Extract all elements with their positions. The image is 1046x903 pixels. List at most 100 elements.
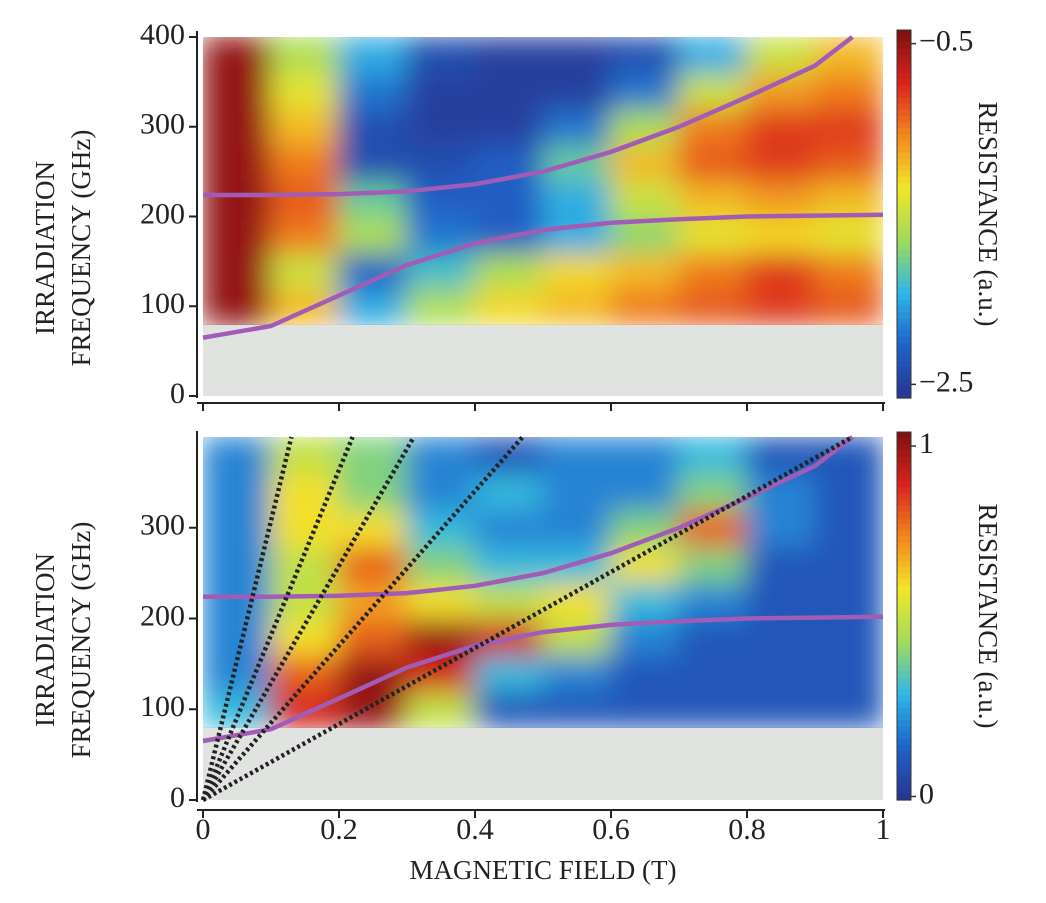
colorbar-step (897, 499, 911, 507)
heatmap-cell (542, 617, 612, 656)
colorbar-step (897, 158, 911, 166)
colorbar-step (897, 524, 911, 531)
heatmap-cell (203, 37, 272, 74)
heatmap-cell (814, 251, 883, 290)
colorbar-step (897, 85, 911, 92)
heatmap-cell (474, 508, 544, 547)
x-tick-label: 1 (876, 813, 891, 846)
heatmap-cell (542, 287, 612, 325)
colorbar-step (897, 324, 911, 332)
y-tick-label: 200 (140, 197, 185, 230)
harmonic-line (201, 435, 854, 802)
heatmap-cell (746, 508, 816, 547)
colorbar-step (897, 646, 911, 654)
heatmap-cell (406, 472, 476, 511)
heatmap-cell (338, 37, 408, 74)
colorbar-step (897, 195, 911, 203)
heatmap-cell (474, 581, 544, 620)
heatmap-cell (474, 251, 544, 290)
colorbar-step (897, 438, 911, 445)
colorbar-step (897, 373, 911, 381)
heatmap-cell (474, 437, 544, 475)
heatmap-cell (203, 472, 272, 511)
heatmap-cell (542, 107, 612, 146)
heatmap-cell (814, 544, 883, 584)
heatmap-cell (270, 179, 340, 218)
heatmap-cell (406, 437, 476, 475)
colorbar-step (897, 60, 911, 68)
heatmap-cell (203, 215, 272, 254)
colorbar-step (897, 763, 911, 770)
heatmap-cell (338, 287, 408, 325)
colorbar-step (897, 432, 911, 439)
colorbar-tick-label: 0 (919, 777, 934, 810)
x-tick-label: 0.2 (320, 813, 358, 846)
x-tick-label: 0 (196, 813, 211, 846)
heatmap-cell (678, 287, 748, 325)
heatmap-cell (406, 544, 476, 584)
colorbar-step (897, 385, 911, 393)
colorbar-step (897, 183, 911, 191)
colorbar-step (897, 530, 911, 537)
colorbar-step (897, 585, 911, 593)
colorbar-step (897, 152, 911, 160)
colorbar-step (897, 744, 911, 752)
x-tick-label: 0.8 (728, 813, 766, 846)
colorbar-step (897, 579, 911, 586)
heatmap-cell (406, 287, 476, 325)
heatmap-cell (610, 71, 680, 110)
heatmap-cell (203, 617, 272, 656)
heatmap-cell (338, 107, 408, 146)
heatmap-cell (610, 581, 680, 620)
lines (202, 35, 884, 340)
colorbar-step (897, 367, 911, 375)
colorbar-step (897, 391, 911, 399)
heatmap-cell (678, 472, 748, 511)
colorbar-step (897, 134, 911, 141)
heatmap-cell (406, 107, 476, 146)
panel: 0 100 200 300 0 0.2 0.4 0.6 0.8 1 IRRADIATION FREQU… (30, 427, 1003, 885)
heatmap-cell (270, 544, 340, 584)
colorbar-step (897, 720, 911, 727)
colorbar-step (897, 146, 911, 154)
y-axis-label: FREQUENCY (GHz) (66, 130, 96, 367)
heatmap-cell (406, 71, 476, 110)
heatmap-cell (678, 37, 748, 74)
colorbar-step (897, 726, 911, 734)
heatmap-cell (542, 508, 612, 547)
heatmap-cell (678, 71, 748, 110)
heatmap-cell (203, 508, 272, 547)
colorbar-step (897, 573, 911, 580)
colorbar-step (897, 281, 911, 289)
colorbar-frame (896, 29, 912, 399)
heatmap-cell (542, 179, 612, 218)
heatmap-cell (338, 215, 408, 254)
heatmap-cell (338, 690, 408, 728)
colorbar-step (897, 103, 911, 111)
colorbar-step (897, 379, 911, 387)
colorbar-step (897, 738, 911, 746)
colorbar-step (897, 781, 911, 789)
heatmap-cell (203, 71, 272, 110)
no-data-region (203, 324, 883, 396)
heatmap-cell (814, 472, 883, 511)
colorbar-step (897, 269, 911, 276)
harmonic-line (200, 436, 294, 801)
colorbar-step (897, 128, 911, 135)
heatmap-cell (270, 508, 340, 547)
heatmap-cell (203, 544, 272, 584)
colorbar-tick-label: −0.5 (919, 25, 973, 58)
heatmap-cell (270, 71, 340, 110)
heatmap-cell (610, 653, 680, 693)
heatmap-cell (338, 617, 408, 656)
heatmap-cell (406, 37, 476, 74)
colorbar-step (897, 336, 911, 344)
heatmap-cell (203, 107, 272, 146)
colorbar-step (897, 348, 911, 356)
heatmap-cell (746, 287, 816, 325)
heatmap-cell (678, 215, 748, 254)
heatmap-cell (542, 437, 612, 475)
heatmap-cell (474, 179, 544, 218)
heatmap-cell (474, 653, 544, 693)
heatmap-cell (678, 437, 748, 475)
